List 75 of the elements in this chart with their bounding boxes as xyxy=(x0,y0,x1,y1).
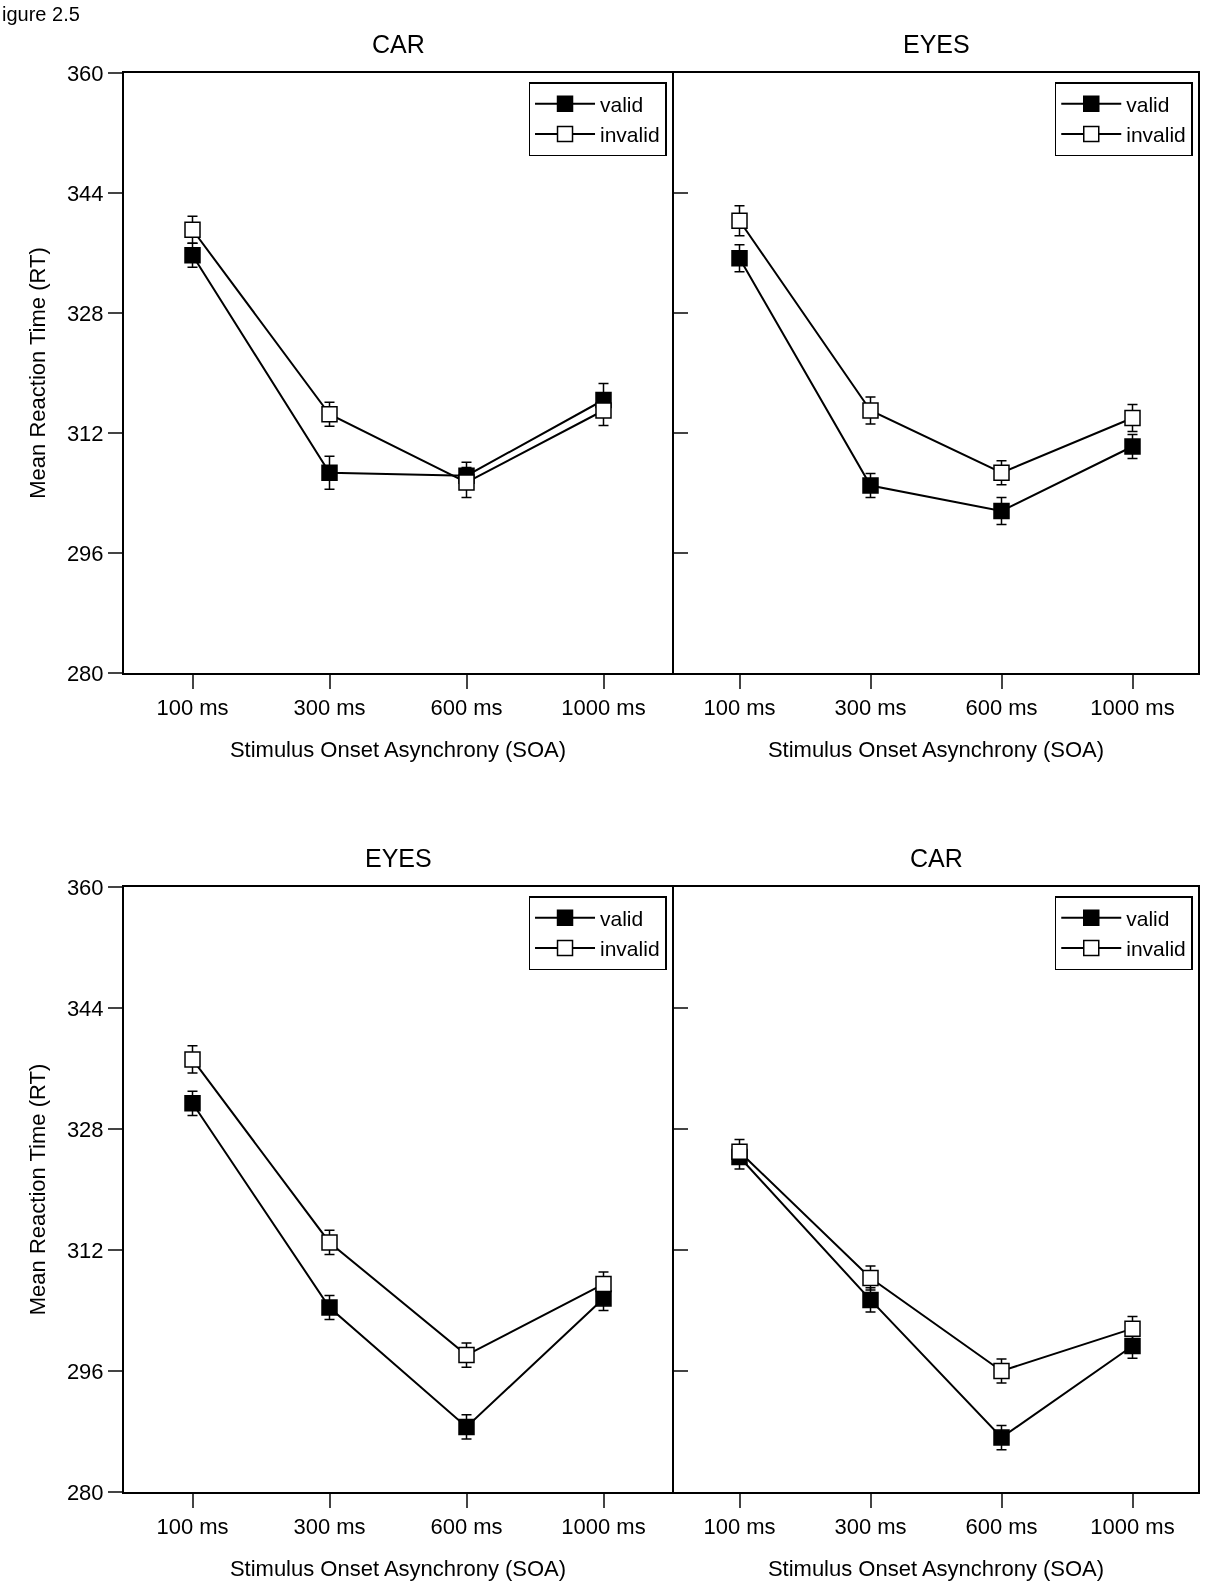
x-tick-label: 100 ms xyxy=(156,695,229,721)
y-tick-label: 312 xyxy=(66,420,104,446)
y-tick-label: 328 xyxy=(66,300,104,326)
x-tick-label: 600 ms xyxy=(965,1514,1038,1540)
point xyxy=(1124,1337,1141,1355)
point xyxy=(321,1299,338,1316)
point xyxy=(1124,1320,1141,1337)
y-tick-label: 280 xyxy=(66,660,104,686)
legend-label: invalid xyxy=(600,937,660,961)
x-tick-label: 1000 ms xyxy=(1090,695,1175,721)
point xyxy=(862,1291,879,1309)
x-tick-label: 300 ms xyxy=(834,1514,907,1540)
x-axis-title: Stimulus Onset Asynchrony (SOA) xyxy=(767,1555,1105,1581)
x-tick-label: 600 ms xyxy=(430,1514,503,1540)
y-tick-label: 296 xyxy=(66,540,104,566)
x-tick-label: 300 ms xyxy=(293,1514,366,1540)
x-tick-label: 300 ms xyxy=(293,695,366,721)
text: igure 2.5 xyxy=(2,3,80,25)
legend-label: valid xyxy=(1126,92,1170,116)
point xyxy=(862,402,879,419)
point xyxy=(595,402,612,419)
x-tick-label: 1000 ms xyxy=(561,1514,646,1540)
x-tick-label: 100 ms xyxy=(156,1514,229,1540)
point xyxy=(993,1429,1010,1446)
y-tick-label: 344 xyxy=(66,995,104,1021)
x-axis-title: Stimulus Onset Asynchrony (SOA) xyxy=(767,736,1105,762)
point xyxy=(458,1346,475,1364)
point xyxy=(184,1051,201,1068)
x-tick-label: 100 ms xyxy=(703,1514,776,1540)
point xyxy=(731,250,748,267)
point xyxy=(993,502,1010,520)
point xyxy=(321,406,338,423)
chart-title: CAR xyxy=(372,30,425,58)
y-axis-title: Mean Reaction Time (RT) xyxy=(25,247,51,499)
x-tick-label: 600 ms xyxy=(430,695,503,721)
y-tick-label: 344 xyxy=(66,180,104,206)
x-tick-label: 1000 ms xyxy=(561,695,646,721)
point xyxy=(731,1143,748,1160)
chart-title: CAR xyxy=(910,844,963,872)
x-tick-label: 100 ms xyxy=(703,695,776,721)
point xyxy=(321,1234,338,1251)
y-tick-label: 360 xyxy=(66,60,104,86)
point xyxy=(184,247,201,264)
y-axis-title: Mean Reaction Time (RT) xyxy=(25,1063,51,1316)
x-tick-label: 600 ms xyxy=(965,695,1038,721)
x-axis-title: Stimulus Onset Asynchrony (SOA) xyxy=(229,1555,567,1581)
legend-label: valid xyxy=(600,906,644,930)
point xyxy=(1124,409,1141,427)
point xyxy=(862,1269,879,1287)
point xyxy=(321,464,338,481)
legend-label: invalid xyxy=(600,123,660,147)
point xyxy=(458,474,475,491)
point xyxy=(595,1275,612,1293)
y-tick-label: 312 xyxy=(66,1237,104,1263)
point xyxy=(1124,438,1141,455)
y-tick-label: 280 xyxy=(66,1479,104,1505)
y-tick-label: 360 xyxy=(66,874,104,900)
chart-title: EYES xyxy=(365,844,432,872)
y-tick-label: 328 xyxy=(66,1116,104,1142)
x-axis-title: Stimulus Onset Asynchrony (SOA) xyxy=(229,736,567,762)
point xyxy=(731,212,748,229)
point xyxy=(184,221,201,238)
y-tick-label: 296 xyxy=(66,1358,104,1384)
legend-label: invalid xyxy=(1126,937,1186,961)
legend-label: valid xyxy=(600,92,644,116)
point xyxy=(862,477,879,494)
legend-label: invalid xyxy=(1126,123,1186,147)
chart-title: EYES xyxy=(903,30,970,58)
point xyxy=(993,464,1010,481)
legend-label: valid xyxy=(1126,906,1170,930)
x-tick-label: 1000 ms xyxy=(1090,1514,1175,1540)
point xyxy=(458,1418,475,1436)
x-tick-label: 300 ms xyxy=(834,695,907,721)
point xyxy=(184,1095,201,1112)
point xyxy=(993,1362,1010,1380)
